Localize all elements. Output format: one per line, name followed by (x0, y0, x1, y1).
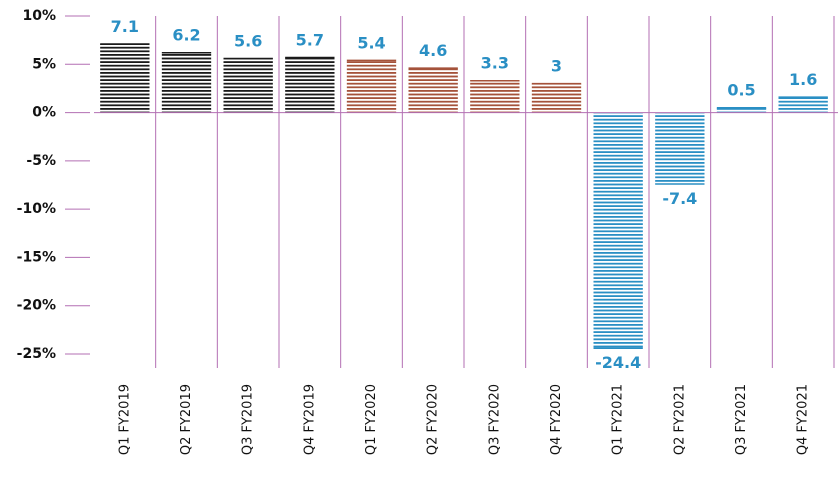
bar (470, 80, 520, 113)
value-label: 5.7 (296, 31, 324, 50)
value-label: 5.6 (234, 31, 262, 50)
bar (161, 52, 212, 113)
bar (593, 112, 643, 349)
x-tick-label: Q2 FY2021 (672, 384, 687, 455)
y-tick-label: -10% (17, 201, 56, 217)
y-tick-label: 5% (32, 56, 56, 72)
bar (223, 58, 273, 113)
x-tick-label: Q1 FY2021 (611, 384, 626, 455)
x-tick-label: Q4 FY2021 (796, 384, 811, 455)
bar (778, 97, 828, 113)
y-tick-label: 0% (32, 105, 56, 121)
value-label: 4.6 (419, 41, 447, 60)
y-tick-label: -15% (17, 249, 56, 265)
value-label: 1.6 (789, 70, 817, 89)
y-tick-label: 10% (22, 8, 56, 24)
value-label: 3 (551, 57, 562, 76)
y-tick-label: -20% (17, 298, 56, 314)
bar (655, 112, 705, 185)
value-label: 0.5 (727, 81, 755, 100)
x-tick-label: Q1 FY2019 (117, 384, 132, 455)
value-label: 3.3 (481, 54, 509, 73)
value-label: 5.4 (357, 33, 385, 52)
value-label: 7.1 (111, 17, 139, 36)
y-tick-label: -25% (17, 346, 56, 362)
bar (100, 44, 150, 113)
y-tick-label: -5% (26, 153, 56, 169)
x-tick-label: Q3 FY2020 (487, 384, 502, 455)
x-tick-label: Q3 FY2021 (734, 384, 749, 455)
value-label: -7.4 (662, 189, 697, 208)
bar (716, 107, 767, 113)
bar (408, 68, 458, 113)
value-label: 6.2 (172, 26, 200, 45)
x-tick-label: Q2 FY2020 (426, 384, 441, 455)
bar (285, 57, 335, 113)
x-tick-label: Q4 FY2019 (302, 384, 317, 455)
bar (346, 60, 397, 113)
value-label: -24.4 (595, 353, 641, 372)
bar (531, 83, 582, 113)
x-tick-label: Q3 FY2019 (241, 384, 256, 455)
x-tick-label: Q2 FY2019 (179, 384, 194, 455)
x-tick-label: Q1 FY2020 (364, 384, 379, 455)
x-tick-label: Q4 FY2020 (549, 384, 564, 455)
